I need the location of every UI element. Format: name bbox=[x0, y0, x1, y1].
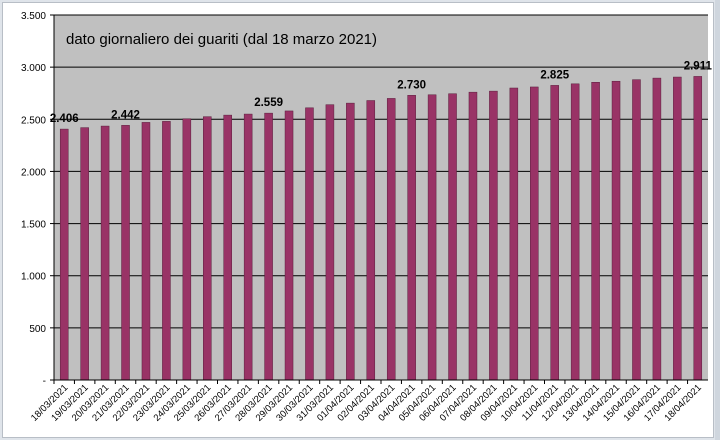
chart-title: dato giornaliero dei guariti (dal 18 mar… bbox=[66, 31, 377, 48]
bar bbox=[407, 95, 416, 381]
bar bbox=[59, 128, 69, 381]
bar bbox=[652, 77, 662, 381]
data-labels: 2.406 2.442 2.559 2.730 2.825 2.911 bbox=[50, 60, 713, 125]
bar bbox=[427, 94, 437, 381]
bar bbox=[550, 85, 559, 381]
y-tick-label: - bbox=[43, 376, 46, 387]
bar bbox=[386, 98, 396, 381]
bar bbox=[325, 104, 335, 381]
bar bbox=[80, 127, 89, 381]
bar bbox=[591, 82, 600, 381]
y-tick-label: 3.000 bbox=[21, 63, 46, 74]
bar bbox=[223, 114, 232, 381]
bars bbox=[59, 76, 703, 381]
bar bbox=[264, 112, 273, 381]
bar bbox=[141, 122, 151, 381]
bar bbox=[489, 90, 498, 381]
y-tick-label: 500 bbox=[29, 324, 46, 335]
bar bbox=[530, 86, 539, 381]
y-tick-label: 3.500 bbox=[21, 11, 46, 22]
y-tick-label: 2.000 bbox=[21, 167, 46, 178]
y-tick-label: 2.500 bbox=[21, 115, 46, 126]
bar bbox=[243, 113, 253, 381]
y-tick-label: 1.000 bbox=[21, 272, 46, 283]
bar bbox=[570, 83, 580, 381]
bar bbox=[121, 125, 130, 381]
data-label: 2.559 bbox=[254, 97, 283, 109]
data-label: 2.730 bbox=[397, 79, 426, 91]
y-axis: - 500 1.000 1.500 2.000 2.500 3.000 3.500 bbox=[21, 11, 55, 387]
window-edge bbox=[715, 0, 720, 440]
bar bbox=[182, 118, 192, 381]
y-tick-label: 1.500 bbox=[21, 220, 46, 231]
bar bbox=[346, 102, 355, 381]
plot-area bbox=[54, 15, 708, 380]
data-label: 2.825 bbox=[540, 69, 569, 81]
bar bbox=[611, 80, 621, 381]
bar bbox=[468, 91, 478, 381]
bar bbox=[162, 121, 171, 381]
bar bbox=[284, 110, 294, 381]
bar bbox=[673, 76, 682, 381]
bar bbox=[203, 116, 212, 381]
bar bbox=[366, 100, 376, 381]
data-label: 2.406 bbox=[50, 113, 79, 125]
data-label: 2.442 bbox=[111, 109, 140, 121]
bar bbox=[448, 93, 457, 381]
bar bbox=[305, 107, 314, 381]
x-axis: 18/03/202119/03/202120/03/202121/03/2021… bbox=[29, 379, 708, 424]
data-label: 2.911 bbox=[684, 60, 713, 72]
bar bbox=[509, 87, 519, 381]
bar bbox=[100, 125, 110, 381]
bar bbox=[632, 79, 641, 381]
bar bbox=[693, 76, 703, 381]
